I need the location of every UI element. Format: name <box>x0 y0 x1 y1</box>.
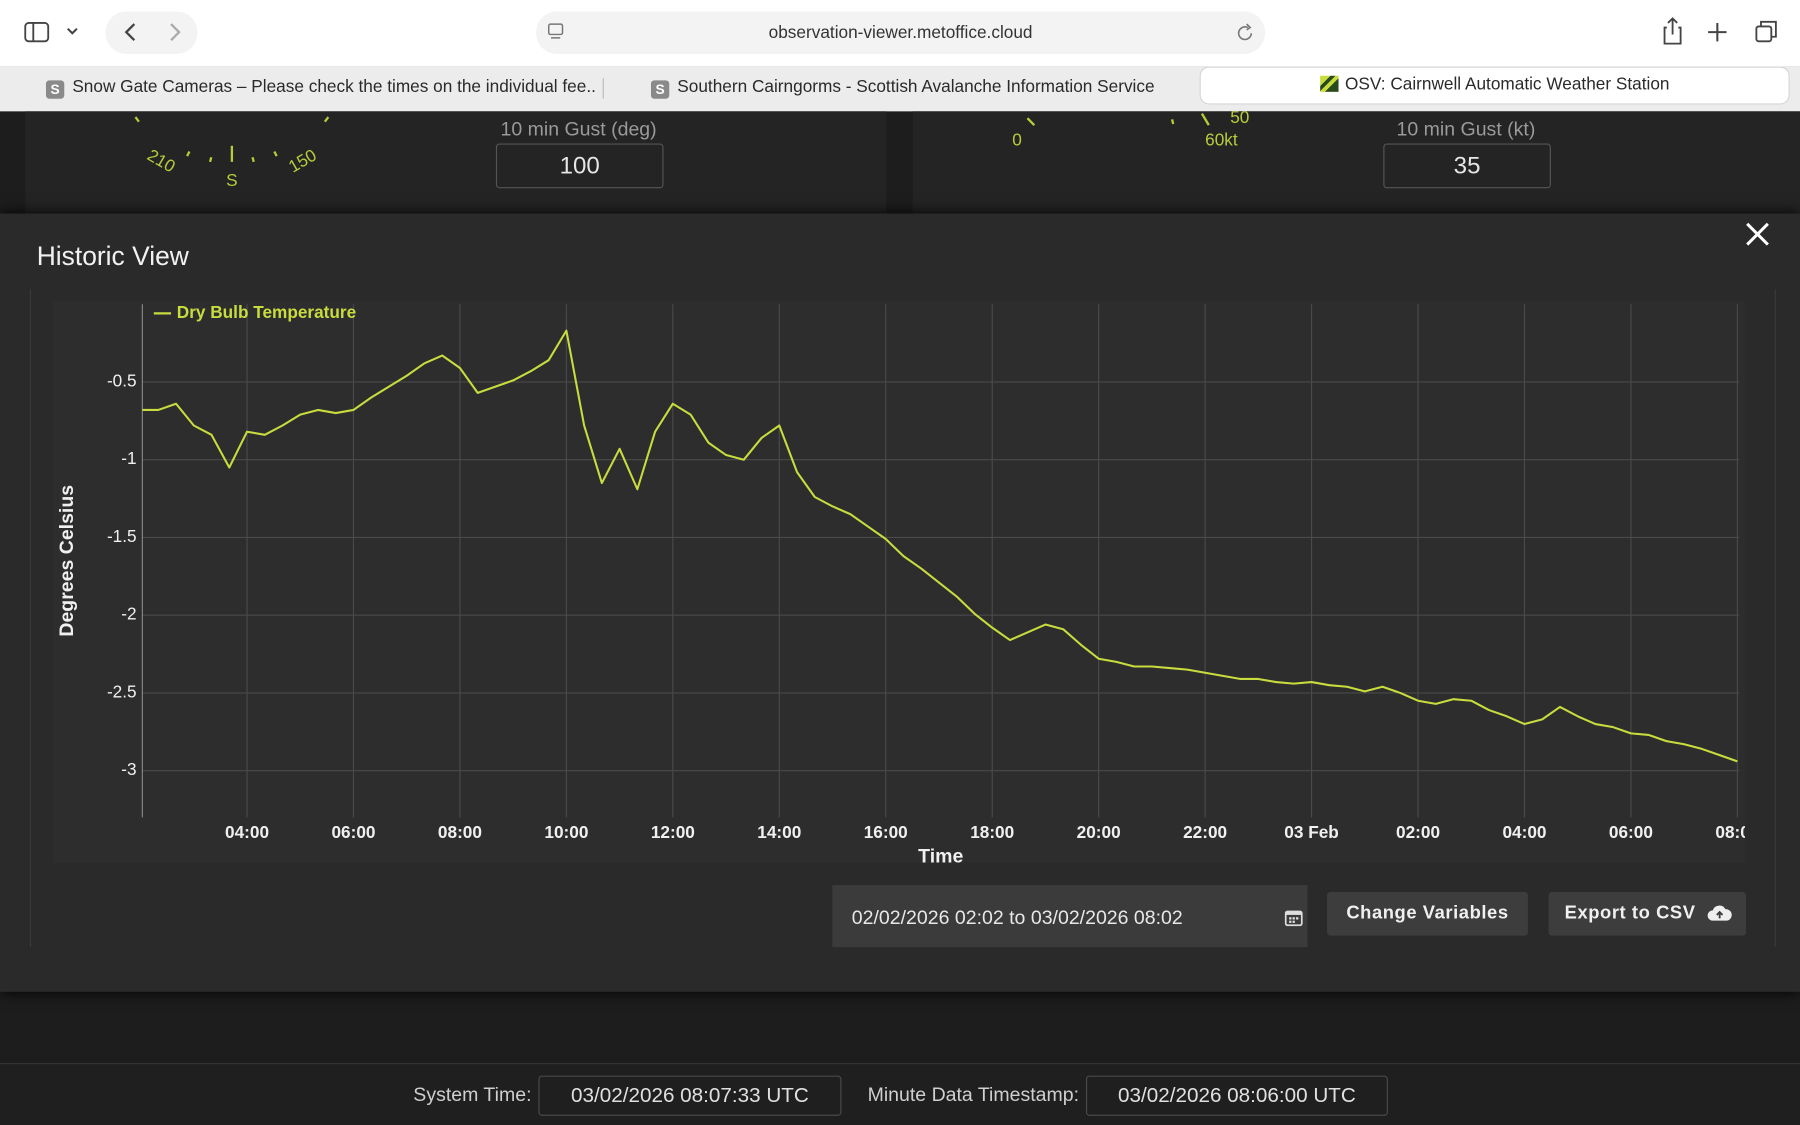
calendar-icon[interactable] <box>1284 908 1303 927</box>
export-label: Export to CSV <box>1564 903 1696 923</box>
tab-icon: S <box>650 80 670 99</box>
tab-bar: S Snow Gate Cameras – Please check the ti… <box>0 66 1800 112</box>
y-tick-label: -0.5 <box>107 371 137 391</box>
tab-title: Southern Cairngorms - Scottish Avalanche… <box>677 76 1155 97</box>
legend-entry: Dry Bulb Temperature <box>177 302 356 322</box>
y-tick-label: -1.5 <box>107 526 137 546</box>
active-tab[interactable]: OSV: Cairnwell Automatic Weather Station <box>1199 66 1790 105</box>
tab-divider <box>602 78 604 99</box>
browser-toolbar: observation-viewer.metoffice.cloud <box>0 0 1800 67</box>
x-tick-label: 22:00 <box>1183 822 1227 842</box>
tab-icon <box>1319 75 1339 92</box>
x-tick-label: 08:00 <box>438 822 482 842</box>
dial-label: 210 <box>144 145 179 177</box>
data-line <box>142 329 1738 763</box>
change-variables-button[interactable]: Change Variables <box>1327 891 1528 936</box>
system-time-value: 03/02/2026 08:07:33 UTC <box>538 1075 842 1116</box>
minute-time-value: 03/02/2026 08:06:00 UTC <box>1085 1075 1388 1116</box>
y-tick-label: -3 <box>121 759 136 779</box>
tab[interactable]: S Southern Cairngorms - Scottish Avalanch… <box>650 70 1191 104</box>
chart-background <box>52 300 1745 864</box>
gust-deg-value: 100 <box>495 143 664 189</box>
dial-ticks <box>134 116 330 163</box>
system-time-label: System Time: <box>413 1083 532 1106</box>
x-tick-label: 06:00 <box>331 822 375 842</box>
gust-kt-value: 35 <box>1383 143 1551 189</box>
reload-button[interactable] <box>1234 22 1257 45</box>
export-csv-button[interactable]: Export to CSV <box>1548 891 1747 936</box>
x-tick-label: 08:00 <box>1715 822 1745 842</box>
date-range-field[interactable]: 02/02/2026 02:02 to 03/02/2026 08:02 <box>832 885 1308 948</box>
nav-group <box>105 11 198 54</box>
direction-dial: 210 S 150 <box>134 116 330 190</box>
tab-label: OSV: Cairnwell Automatic Weather Station <box>1201 68 1789 102</box>
tab-title: Snow Gate Cameras – Please check the tim… <box>72 76 597 97</box>
date-range-text: 02/02/2026 02:02 to 03/02/2026 08:02 <box>851 906 1183 929</box>
tab-title: OSV: Cairnwell Automatic Weather Station <box>1345 74 1670 95</box>
gust-kt-label: 10 min Gust (kt) <box>1396 118 1536 141</box>
nav-icons <box>24 11 198 54</box>
dial-ticks <box>1026 113 1210 126</box>
dial-label: 150 <box>285 145 320 177</box>
y-tick-label: -2 <box>121 604 136 624</box>
modal-title: Historic View <box>36 241 189 271</box>
y-tick-label: -2.5 <box>107 681 137 701</box>
speed-dial: 0 50 60kt <box>1012 111 1249 150</box>
x-tick-label: 18:00 <box>970 822 1014 842</box>
gust-deg-label: 10 min Gust (deg) <box>500 118 657 141</box>
address-bar[interactable]: observation-viewer.metoffice.cloud <box>536 11 1266 54</box>
y-tick-label: -1 <box>121 448 136 468</box>
tab-overview-button[interactable] <box>1755 20 1777 43</box>
x-tick-label: 10:00 <box>544 822 588 842</box>
x-tick-label: 12:00 <box>651 822 695 842</box>
x-tick-label: 04:00 <box>225 822 269 842</box>
sidebar-icon[interactable] <box>24 22 50 43</box>
forward-button[interactable] <box>170 23 181 41</box>
wind-direction-panel: 210 S 150 10 min Gust (deg) 100 <box>25 111 887 214</box>
dial-label: S <box>226 170 237 190</box>
tab-icon: S <box>45 80 65 99</box>
url-text: observation-viewer.metoffice.cloud <box>768 22 1033 43</box>
x-tick-label: 06:00 <box>1609 822 1653 842</box>
tab[interactable]: S Snow Gate Cameras – Please check the ti… <box>45 70 597 104</box>
toolbar-icons <box>1663 17 1777 45</box>
historic-view-modal: Historic View -0.5 -1 -1.5 -2 -2.5 -3 04:00 06:… <box>0 213 1800 992</box>
x-tick-label: 14:00 <box>757 822 801 842</box>
y-axis-title: Degrees Celsius <box>56 485 78 637</box>
share-button[interactable] <box>1663 17 1682 45</box>
wind-speed-panel: 0 50 60kt 10 min Gust (kt) 35 <box>912 111 1800 214</box>
dial-label: 50 <box>1230 111 1249 126</box>
close-button[interactable] <box>1743 219 1773 249</box>
page-icon <box>547 23 564 39</box>
x-tick-label: 03 Feb <box>1284 822 1339 842</box>
x-tick-label: 16:00 <box>864 822 908 842</box>
chart-container <box>29 289 1776 948</box>
x-axis-title: Time <box>918 846 963 864</box>
x-tick-label: 04:00 <box>1502 822 1546 842</box>
dial-label: 0 <box>1012 130 1022 150</box>
chart: -0.5 -1 -1.5 -2 -2.5 -3 04:00 06:00 08:00 10:00 12… <box>52 300 1745 864</box>
cloud-upload-icon <box>1707 905 1732 921</box>
x-tick-label: 20:00 <box>1077 822 1121 842</box>
back-button[interactable] <box>124 23 136 41</box>
status-footer: System Time: 03/02/2026 08:07:33 UTC Min… <box>0 1063 1800 1125</box>
dial-label: 60kt <box>1205 130 1238 150</box>
chevron-icon[interactable] <box>66 27 78 35</box>
minute-label: Minute Data Timestamp: <box>867 1083 1080 1106</box>
x-tick-label: 02:00 <box>1396 822 1440 842</box>
new-tab-button[interactable] <box>1708 22 1727 42</box>
